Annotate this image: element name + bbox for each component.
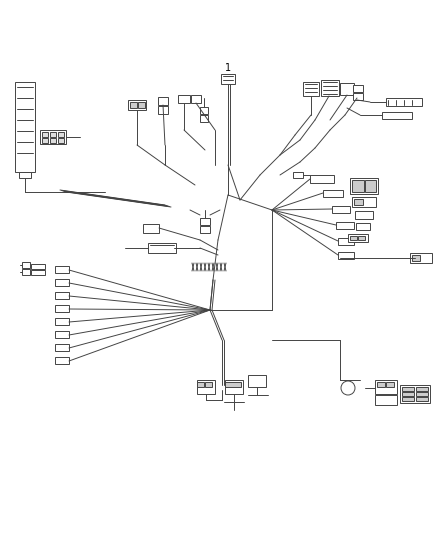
Bar xyxy=(55,357,69,364)
Bar xyxy=(22,262,30,268)
Bar xyxy=(293,172,303,178)
Bar xyxy=(332,206,350,213)
Bar xyxy=(303,82,319,96)
Bar xyxy=(191,95,201,103)
Bar xyxy=(15,82,35,172)
Bar xyxy=(31,270,45,275)
Bar xyxy=(31,264,45,269)
Bar xyxy=(55,292,69,299)
Bar xyxy=(416,392,428,396)
Bar xyxy=(58,132,64,137)
Bar xyxy=(402,397,414,401)
Bar xyxy=(22,269,30,275)
Bar xyxy=(138,102,145,108)
Bar xyxy=(200,226,210,233)
Text: 1: 1 xyxy=(225,63,231,73)
Bar xyxy=(205,382,212,387)
Bar xyxy=(55,305,69,312)
Bar xyxy=(321,80,339,96)
Bar xyxy=(158,106,168,114)
Bar xyxy=(58,138,64,143)
Bar xyxy=(225,382,241,387)
Bar xyxy=(55,266,69,273)
Bar xyxy=(402,392,414,396)
Bar xyxy=(148,243,176,253)
Bar xyxy=(221,74,235,84)
Bar xyxy=(410,253,432,263)
Bar xyxy=(42,138,48,143)
Bar xyxy=(336,222,354,229)
Bar xyxy=(197,380,215,394)
Bar xyxy=(50,132,56,137)
Bar xyxy=(143,224,159,233)
Bar xyxy=(350,178,378,194)
Bar xyxy=(338,238,354,245)
Bar xyxy=(19,172,31,178)
Bar xyxy=(377,382,385,387)
Bar xyxy=(386,98,422,106)
Bar xyxy=(200,107,208,114)
Bar xyxy=(386,382,394,387)
Bar xyxy=(130,102,137,108)
Bar xyxy=(358,236,365,240)
Bar xyxy=(350,236,357,240)
Bar xyxy=(375,395,397,405)
Bar xyxy=(352,197,376,207)
Bar xyxy=(416,397,428,401)
Bar xyxy=(356,223,370,230)
Bar xyxy=(353,93,363,100)
Bar xyxy=(375,380,397,394)
Bar xyxy=(55,344,69,351)
Bar xyxy=(50,138,56,143)
Bar xyxy=(225,380,243,394)
Bar xyxy=(178,95,190,103)
Bar xyxy=(354,199,363,205)
Bar xyxy=(323,190,343,197)
Bar xyxy=(55,331,69,338)
Bar xyxy=(158,97,168,105)
Bar xyxy=(353,85,363,92)
Bar xyxy=(355,211,373,219)
Bar xyxy=(55,279,69,286)
Bar xyxy=(412,255,420,261)
Bar xyxy=(197,382,204,387)
Bar xyxy=(55,318,69,325)
Bar xyxy=(416,387,428,391)
Bar xyxy=(200,115,208,122)
Bar xyxy=(402,387,414,391)
Bar xyxy=(42,132,48,137)
Bar xyxy=(400,385,430,403)
Bar xyxy=(128,100,146,110)
Bar xyxy=(248,375,266,387)
Bar xyxy=(382,112,412,119)
Bar xyxy=(40,130,66,144)
Bar xyxy=(348,234,368,242)
Bar xyxy=(200,218,210,225)
Bar xyxy=(338,252,354,259)
Bar xyxy=(352,180,364,192)
Bar xyxy=(310,175,334,183)
Bar xyxy=(365,180,376,192)
Bar xyxy=(340,83,354,95)
